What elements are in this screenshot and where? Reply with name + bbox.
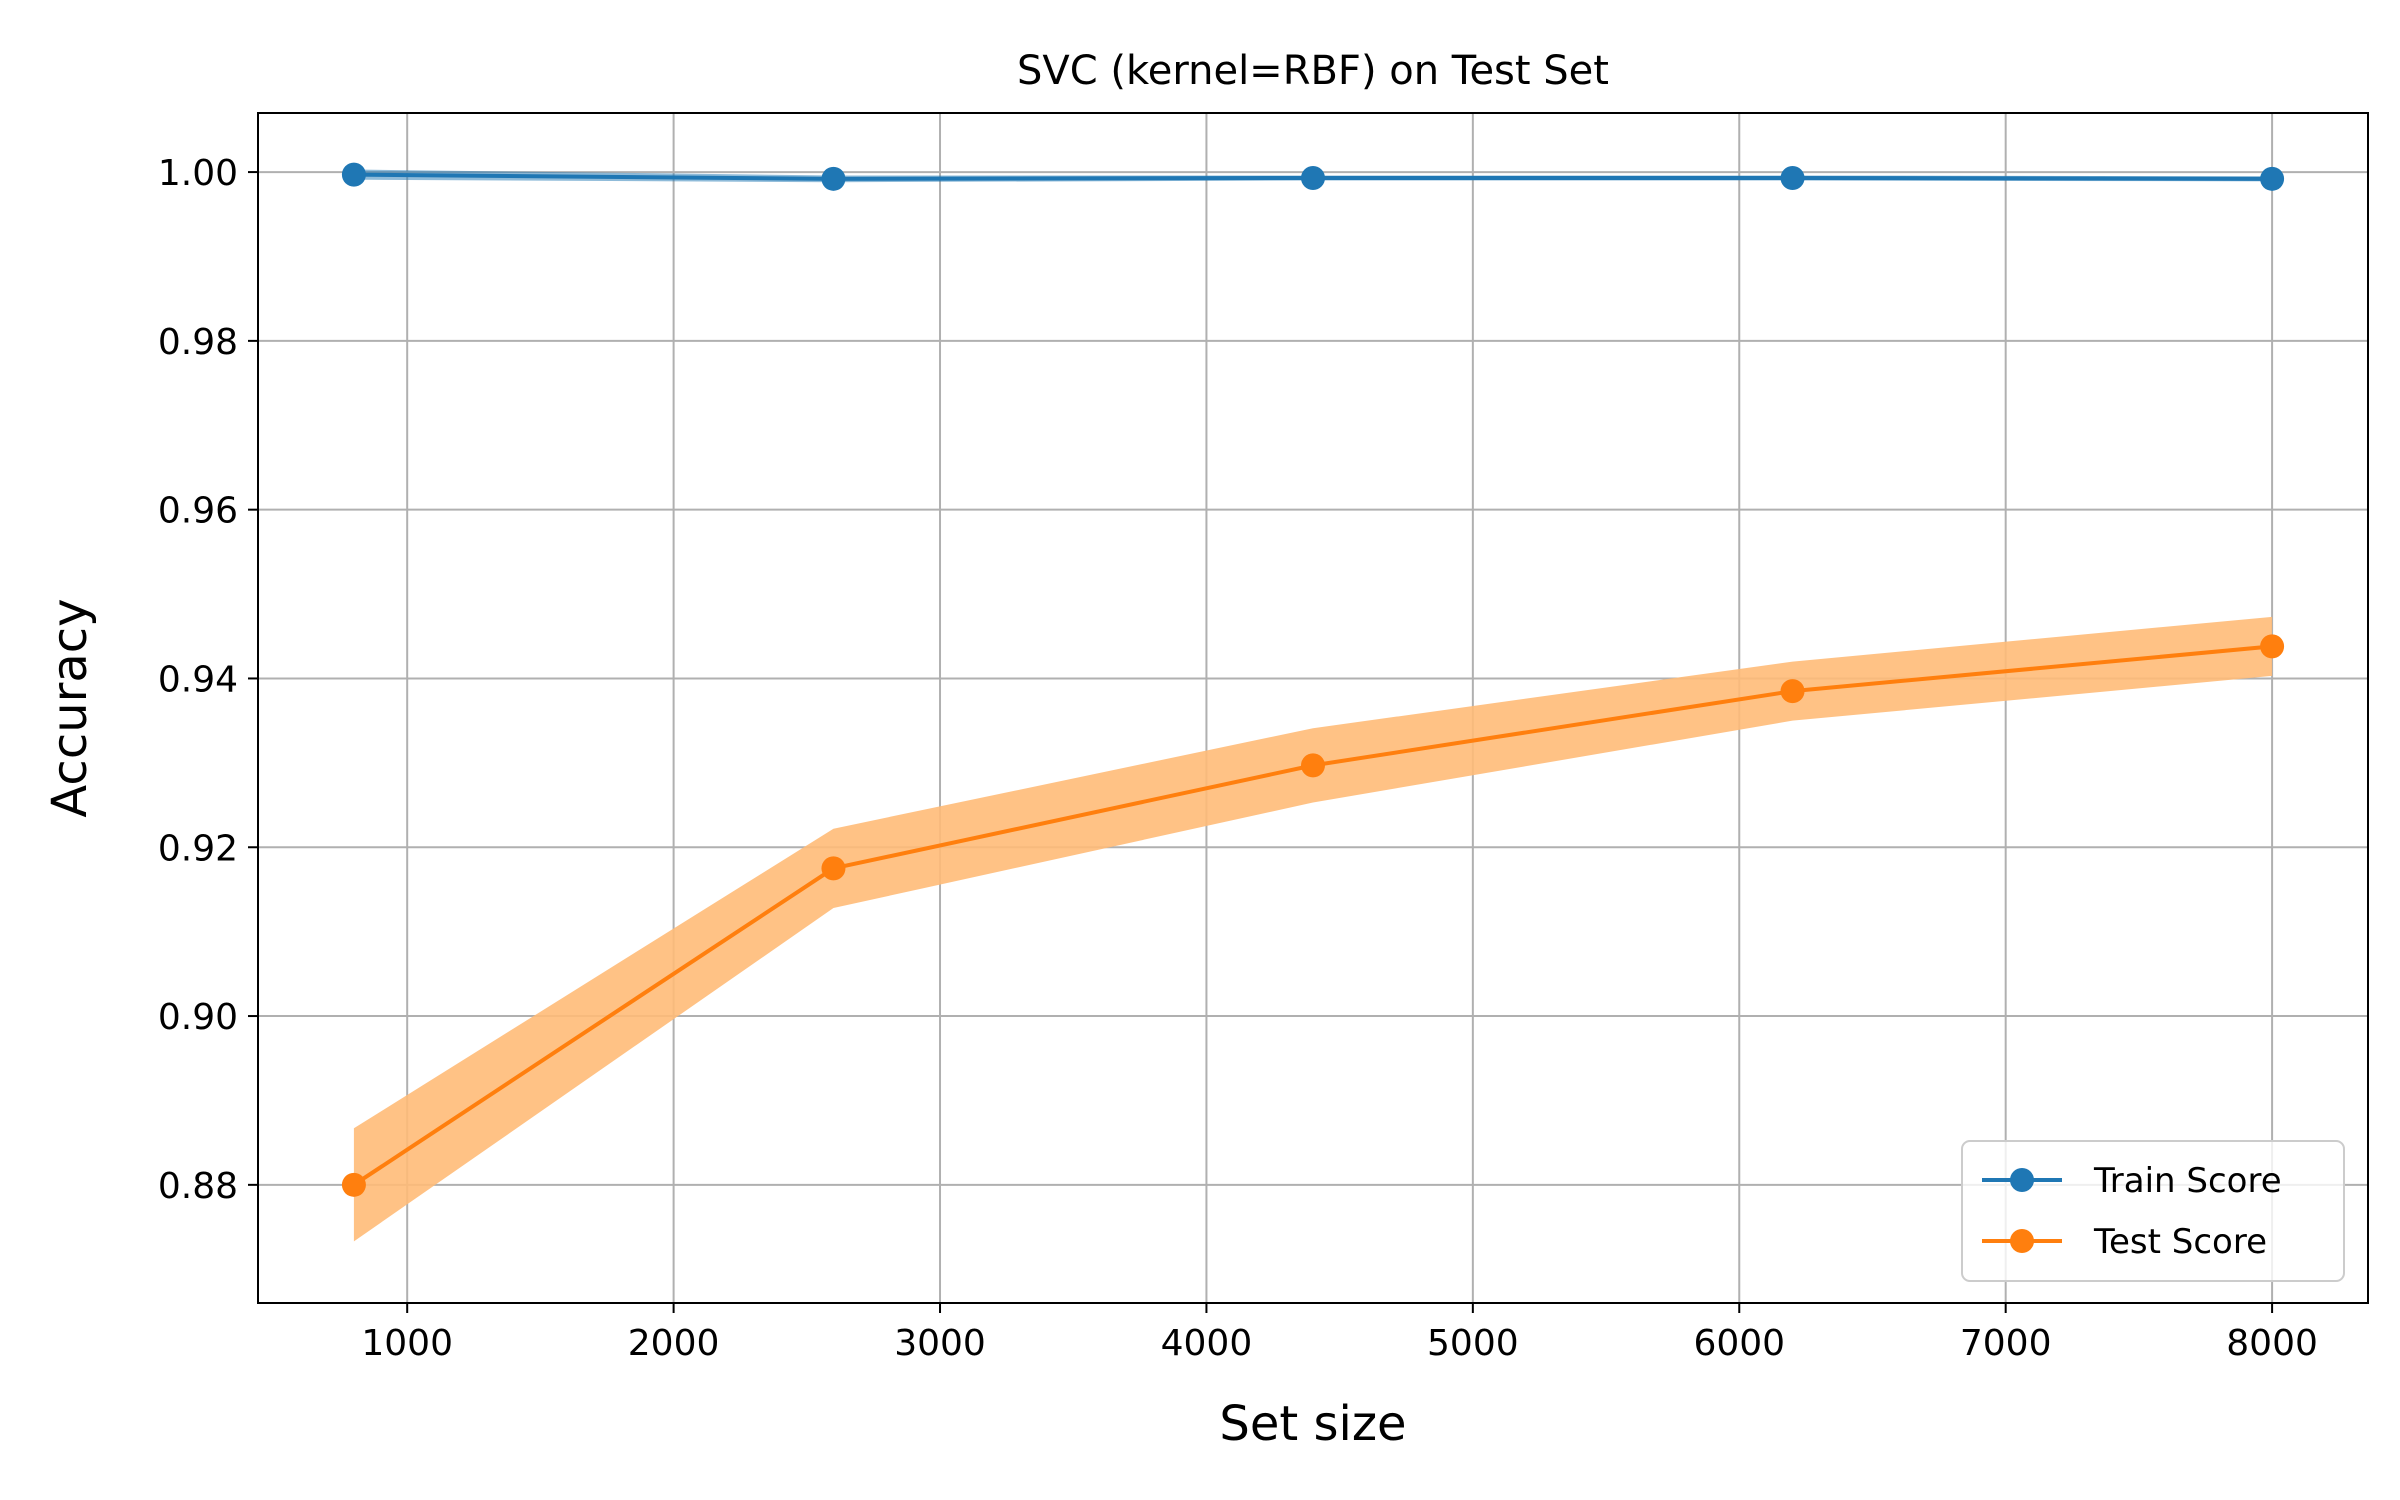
y-axis-label: Accuracy	[42, 598, 98, 817]
x-tick-label: 8000	[2226, 1323, 2318, 1364]
legend-test-label: Test Score	[2093, 1222, 2267, 1262]
test-score-point	[821, 856, 846, 881]
y-tick-label: 0.98	[158, 322, 238, 363]
y-axis-ticks: 0.88 0.90 0.92 0.94 0.96 0.98 1.00	[158, 153, 258, 1207]
train-score-point	[2260, 166, 2285, 191]
legend-train-label: Train Score	[2093, 1161, 2282, 1201]
x-axis-ticks: 1000 2000 3000 4000 5000 6000 7000 8000	[361, 1303, 2318, 1364]
y-tick-label: 0.94	[158, 659, 238, 700]
legend-train-marker	[2010, 1168, 2034, 1192]
x-tick-label: 4000	[1161, 1323, 1253, 1364]
x-tick-label: 6000	[1693, 1323, 1785, 1364]
x-tick-label: 2000	[628, 1323, 720, 1364]
test-score-point	[341, 1172, 366, 1197]
y-tick-label: 0.88	[158, 1166, 238, 1207]
y-tick-label: 0.96	[158, 491, 238, 532]
x-tick-label: 3000	[894, 1323, 986, 1364]
x-axis-label: Set size	[1219, 1396, 1406, 1452]
train-score-point	[1780, 165, 1805, 190]
test-score-point	[1780, 679, 1805, 704]
y-tick-label: 1.00	[158, 153, 238, 194]
y-tick-label: 0.90	[158, 997, 238, 1038]
train-score-point	[1301, 165, 1325, 190]
plot-area-frame	[257, 112, 2369, 1304]
chart-title: SVC (kernel=RBF) on Test Set	[1017, 48, 1609, 94]
test-score-point	[2260, 634, 2285, 659]
x-tick-label: 1000	[361, 1323, 453, 1364]
x-tick-label: 5000	[1427, 1323, 1519, 1364]
legend: Train Score Test Score	[1961, 1140, 2345, 1282]
series-markers	[341, 162, 2285, 1197]
y-tick-label: 0.92	[158, 828, 238, 869]
train-score-point	[821, 166, 846, 191]
train-score-point	[341, 162, 366, 187]
legend-test-marker	[2010, 1229, 2034, 1253]
x-tick-label: 7000	[1960, 1323, 2052, 1364]
test-score-band	[353, 616, 2273, 1242]
legend-box	[1961, 1140, 2345, 1282]
test-score-point	[1301, 753, 1325, 778]
